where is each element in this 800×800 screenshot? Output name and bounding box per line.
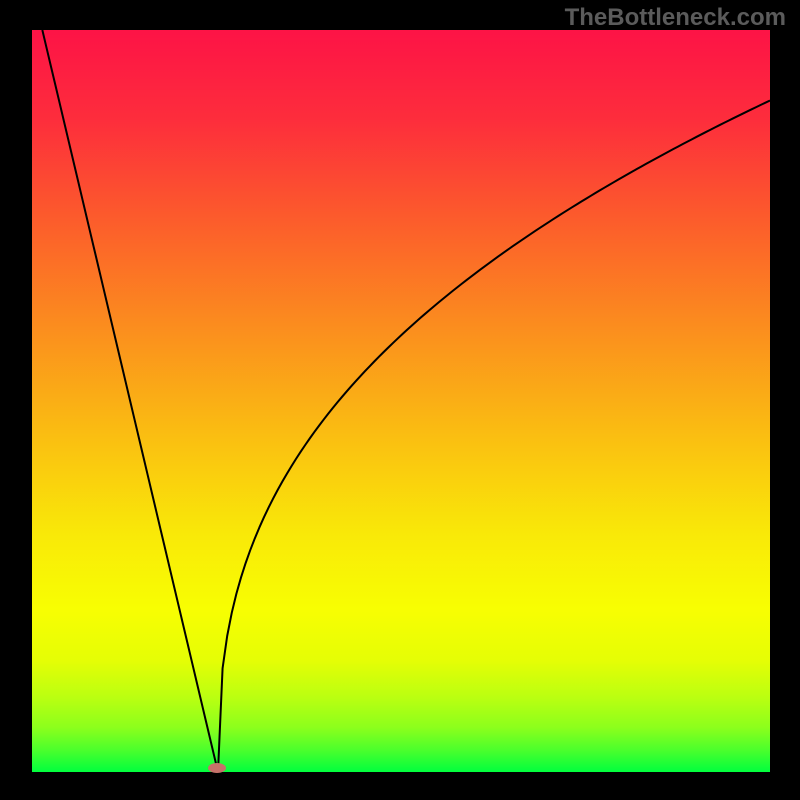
optimal-point-marker	[206, 761, 228, 775]
figure: TheBottleneck.com	[0, 0, 800, 800]
plot-area	[32, 30, 770, 772]
watermark-text: TheBottleneck.com	[565, 4, 786, 32]
bottleneck-curve	[32, 30, 770, 772]
